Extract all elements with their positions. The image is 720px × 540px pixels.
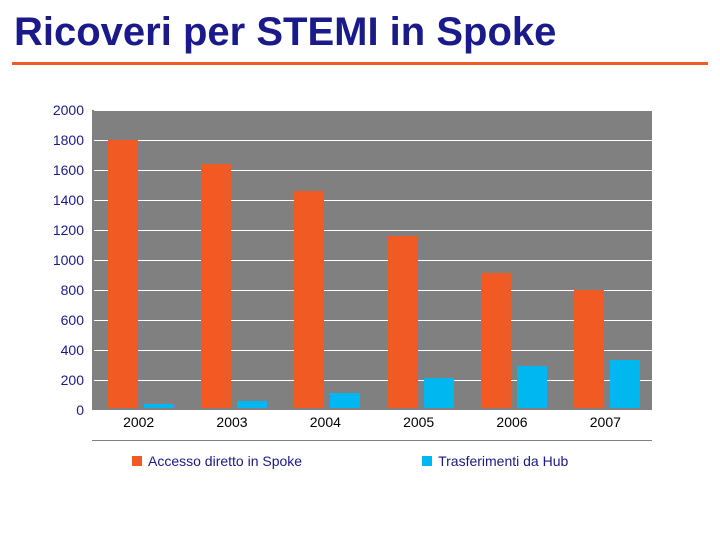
bar [424, 378, 454, 408]
y-tick-label: 200 [61, 372, 84, 388]
page-title: Ricoveri per STEMI in Spoke [0, 0, 720, 58]
grid-line [94, 320, 652, 321]
x-tick-label: 2007 [590, 414, 621, 430]
legend-item-0: Accesso diretto in Spoke [132, 453, 302, 469]
chart: 0200400600800100012001400160018002000 20… [40, 110, 680, 490]
x-axis-labels: 2002 2003 2004 2005 2006 2007 [92, 414, 652, 436]
y-tick-label: 1600 [53, 162, 84, 178]
bar [108, 140, 138, 409]
legend: Accesso diretto in Spoke Trasferimenti d… [92, 440, 652, 474]
bar [574, 290, 604, 409]
x-tick-label: 2003 [216, 414, 247, 430]
bar [517, 366, 547, 408]
bar [201, 164, 231, 409]
y-tick-label: 600 [61, 312, 84, 328]
grid-line [94, 140, 652, 141]
x-tick-label: 2006 [496, 414, 527, 430]
legend-swatch-0 [132, 456, 142, 466]
bar [388, 236, 418, 409]
grid-line [94, 290, 652, 291]
title-rule [12, 62, 708, 65]
legend-label-1: Trasferimenti da Hub [438, 453, 568, 469]
y-tick-label: 1800 [53, 132, 84, 148]
bar [294, 191, 324, 409]
y-tick-label: 1200 [53, 222, 84, 238]
x-tick-label: 2002 [123, 414, 154, 430]
slide: Ricoveri per STEMI in Spoke 0 200 400 600 80… [0, 0, 720, 540]
legend-swatch-1 [422, 456, 432, 466]
legend-label-0: Accesso diretto in Spoke [148, 453, 302, 469]
legend-item-1: Trasferimenti da Hub [422, 453, 568, 469]
y-tick-label: 400 [61, 342, 84, 358]
x-tick-label: 2005 [403, 414, 434, 430]
grid-line [94, 200, 652, 201]
grid-line [94, 260, 652, 261]
grid-line [94, 350, 652, 351]
bar [481, 273, 511, 408]
x-tick-label: 2004 [310, 414, 341, 430]
bar [144, 404, 174, 409]
y-axis: 0200400600800100012001400160018002000 [40, 110, 88, 410]
plot-area [92, 110, 652, 410]
grid-line [94, 380, 652, 381]
bar [330, 393, 360, 408]
y-tick-label: 2000 [53, 102, 84, 118]
bar [610, 360, 640, 408]
y-tick-label: 0 [76, 402, 84, 418]
y-tick-label: 800 [61, 282, 84, 298]
grid-line [94, 230, 652, 231]
y-tick-label: 1400 [53, 192, 84, 208]
y-tick-label: 1000 [53, 252, 84, 268]
grid-line [94, 170, 652, 171]
bar [237, 401, 267, 409]
grid-line [94, 110, 652, 111]
